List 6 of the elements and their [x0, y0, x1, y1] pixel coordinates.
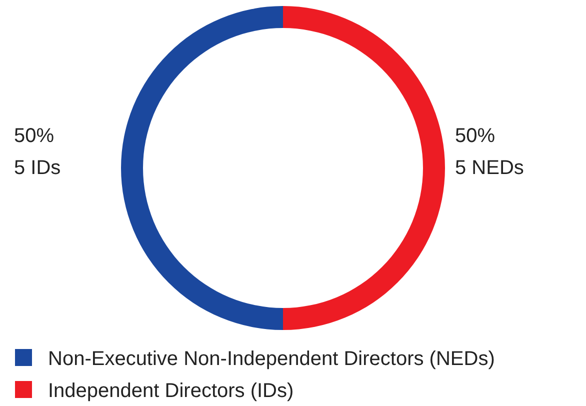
legend-label: Non-Executive Non-Independent Directors (NEDs)	[48, 348, 495, 370]
donut-slice	[283, 6, 445, 330]
donut-slice	[121, 6, 283, 330]
data-label: 50% 5 NEDs	[455, 125, 524, 179]
legend-label: Independent Directors (IDs)	[48, 380, 294, 402]
data-label: 50% 5 IDs	[14, 125, 61, 179]
